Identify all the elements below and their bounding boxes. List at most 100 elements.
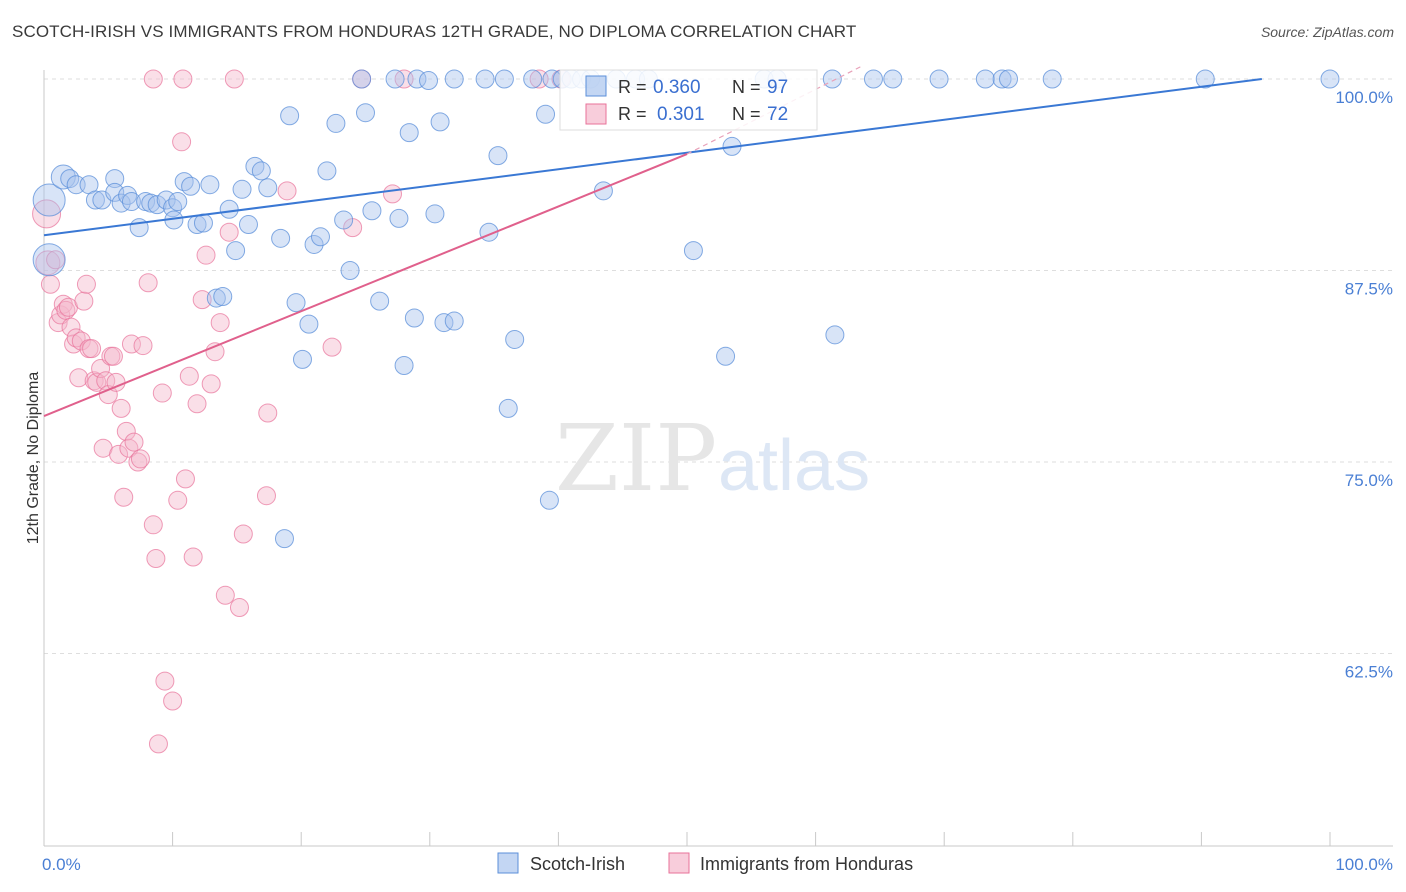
bottom-legend-label-blue: Scotch-Irish — [530, 854, 625, 874]
data-point-scotch-irish — [1195, 69, 1215, 89]
data-point-scotch-irish — [488, 146, 508, 166]
data-point-honduras — [163, 691, 183, 711]
data-point-honduras — [172, 132, 192, 152]
data-point-honduras — [116, 421, 136, 441]
data-point-scotch-irish — [111, 193, 131, 213]
data-point-honduras — [143, 69, 163, 89]
data-point-scotch-irish — [147, 195, 167, 215]
data-point-scotch-irish — [340, 261, 360, 280]
x-tick-label: 0.0% — [42, 855, 81, 874]
chart-title: SCOTCH-IRISH VS IMMIGRANTS FROM HONDURAS… — [12, 22, 857, 41]
data-point-scotch-irish — [863, 69, 883, 89]
data-point-honduras — [175, 469, 195, 489]
data-point-scotch-irish — [292, 349, 312, 369]
data-point-scotch-irish — [494, 69, 514, 89]
data-point-scotch-irish — [274, 529, 294, 549]
data-point-honduras — [179, 366, 199, 386]
data-point-scotch-irish — [299, 314, 319, 334]
data-point-honduras — [168, 490, 188, 510]
trend-line-honduras — [43, 153, 688, 417]
data-point-honduras — [109, 444, 129, 464]
data-point-honduras — [61, 317, 81, 337]
data-point-scotch-irish — [475, 69, 495, 89]
data-point-honduras — [98, 385, 118, 405]
svg-text:N =: N = — [732, 77, 761, 97]
data-point-scotch-irish — [999, 69, 1018, 89]
data-point-scotch-irish — [304, 234, 324, 254]
data-point-honduras — [71, 331, 91, 351]
y-tick-labels: 62.5% 75.0% 87.5% 100.0% — [1335, 88, 1393, 682]
data-point-honduras — [82, 339, 102, 359]
data-point-honduras — [146, 549, 166, 569]
data-point-scotch-irish — [121, 192, 141, 212]
legend-n-blue: 97 — [767, 77, 788, 98]
data-point-scotch-irish — [105, 182, 125, 202]
data-point-scotch-irish — [430, 112, 450, 132]
data-point-scotch-irish — [505, 329, 525, 349]
data-point-scotch-irish — [181, 176, 201, 196]
data-point-honduras — [148, 734, 168, 754]
data-point-scotch-irish — [258, 178, 278, 198]
x-tick-labels: 0.0% 100.0% — [42, 855, 1393, 874]
x-axis-ticks — [43, 832, 1331, 846]
data-point-scotch-irish — [310, 227, 330, 247]
series-honduras-points — [32, 69, 571, 754]
data-point-scotch-irish — [404, 308, 424, 328]
bottom-legend-label-pink: Immigrants from Honduras — [700, 854, 913, 874]
data-point-honduras — [277, 181, 297, 201]
y-tick-label: 100.0% — [1335, 88, 1393, 107]
data-point-scotch-irish — [238, 215, 258, 235]
y-tick-label: 87.5% — [1345, 280, 1393, 299]
legend-r-pink: 0.301 — [657, 104, 705, 125]
data-point-honduras — [114, 487, 134, 507]
axes — [43, 70, 1393, 847]
svg-text:R =: R = — [618, 104, 647, 124]
watermark-zip: ZIP — [555, 405, 717, 512]
data-point-scotch-irish — [362, 201, 382, 221]
data-point-honduras — [224, 69, 244, 89]
data-point-scotch-irish — [271, 228, 291, 248]
data-point-scotch-irish — [50, 164, 76, 190]
x-tick-label: 100.0% — [1335, 855, 1393, 874]
data-point-scotch-irish — [317, 161, 337, 181]
data-point-scotch-irish — [394, 355, 414, 375]
data-point-scotch-irish — [444, 69, 464, 89]
data-point-honduras — [219, 222, 239, 242]
data-point-honduras — [138, 273, 158, 293]
data-point-scotch-irish — [286, 293, 306, 313]
data-point-scotch-irish — [716, 346, 736, 366]
watermark-atlas: atlas — [718, 426, 870, 506]
legend-r-blue: 0.360 — [653, 77, 701, 98]
data-point-scotch-irish — [200, 175, 220, 195]
data-point-honduras — [173, 69, 193, 89]
data-point-scotch-irish — [206, 288, 226, 308]
data-point-honduras — [152, 383, 172, 403]
data-point-honduras — [155, 671, 175, 691]
data-point-scotch-irish — [326, 113, 346, 133]
data-point-honduras — [143, 515, 163, 535]
data-point-scotch-irish — [280, 106, 300, 126]
data-point-scotch-irish — [434, 313, 454, 333]
watermark: ZIP atlas — [555, 405, 870, 512]
data-point-honduras — [256, 486, 276, 506]
data-point-honduras — [32, 199, 62, 229]
data-point-honduras — [183, 547, 203, 567]
data-point-honduras — [258, 403, 278, 423]
trend-lines — [43, 66, 1262, 417]
data-point-honduras — [322, 337, 342, 357]
data-point-honduras — [48, 313, 68, 333]
data-point-scotch-irish — [163, 198, 183, 218]
data-point-honduras — [196, 245, 216, 265]
data-point-scotch-irish — [498, 398, 518, 418]
data-point-scotch-irish — [975, 69, 995, 89]
data-point-scotch-irish — [105, 169, 125, 189]
data-point-honduras — [103, 346, 123, 366]
legend-swatch-pink — [585, 103, 607, 125]
svg-text:N =: N = — [732, 104, 761, 124]
data-point-scotch-irish — [334, 210, 354, 230]
data-point-scotch-irish — [356, 103, 375, 123]
data-point-scotch-irish — [32, 183, 66, 217]
data-point-scotch-irish — [822, 69, 842, 89]
data-point-honduras — [91, 359, 111, 379]
chart-source: Source: ZipAtlas.com — [1260, 24, 1394, 40]
